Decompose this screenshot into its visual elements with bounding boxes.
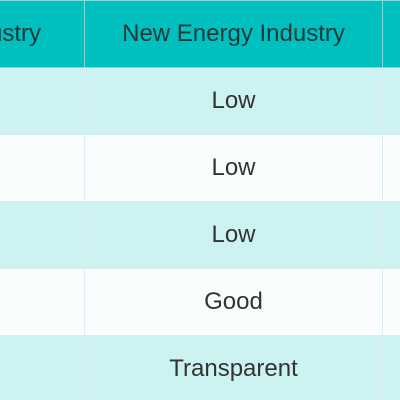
table-cell: Low bbox=[84, 134, 383, 202]
header-label-new-energy-industry: New Energy Industry bbox=[122, 20, 345, 47]
header-cell-next bbox=[382, 0, 400, 68]
table-cell bbox=[382, 67, 400, 135]
table-cell bbox=[0, 134, 85, 202]
header-cell-industry: ustry bbox=[0, 0, 85, 68]
table-cell bbox=[0, 67, 85, 135]
header-label-industry: ustry bbox=[0, 20, 42, 47]
table-row: Low bbox=[0, 134, 400, 202]
table-cell bbox=[382, 268, 400, 336]
table-cell: Transparent bbox=[84, 335, 383, 400]
table-cell bbox=[0, 268, 85, 336]
header-cell-new-energy-industry: New Energy Industry bbox=[84, 0, 383, 68]
table-cell bbox=[382, 335, 400, 400]
table-row: Low bbox=[0, 201, 400, 269]
table-row: Low bbox=[0, 67, 400, 135]
table-cell bbox=[0, 201, 85, 269]
table-cell bbox=[0, 335, 85, 400]
table-row: Transparent bbox=[0, 335, 400, 400]
table-cell bbox=[382, 134, 400, 202]
table-header-row: ustry New Energy Industry bbox=[0, 0, 400, 68]
table-cell bbox=[382, 201, 400, 269]
table-cell: Good bbox=[84, 268, 383, 336]
table-cell: Low bbox=[84, 201, 383, 269]
table-cell: Low bbox=[84, 67, 383, 135]
table-row: Good bbox=[0, 268, 400, 336]
